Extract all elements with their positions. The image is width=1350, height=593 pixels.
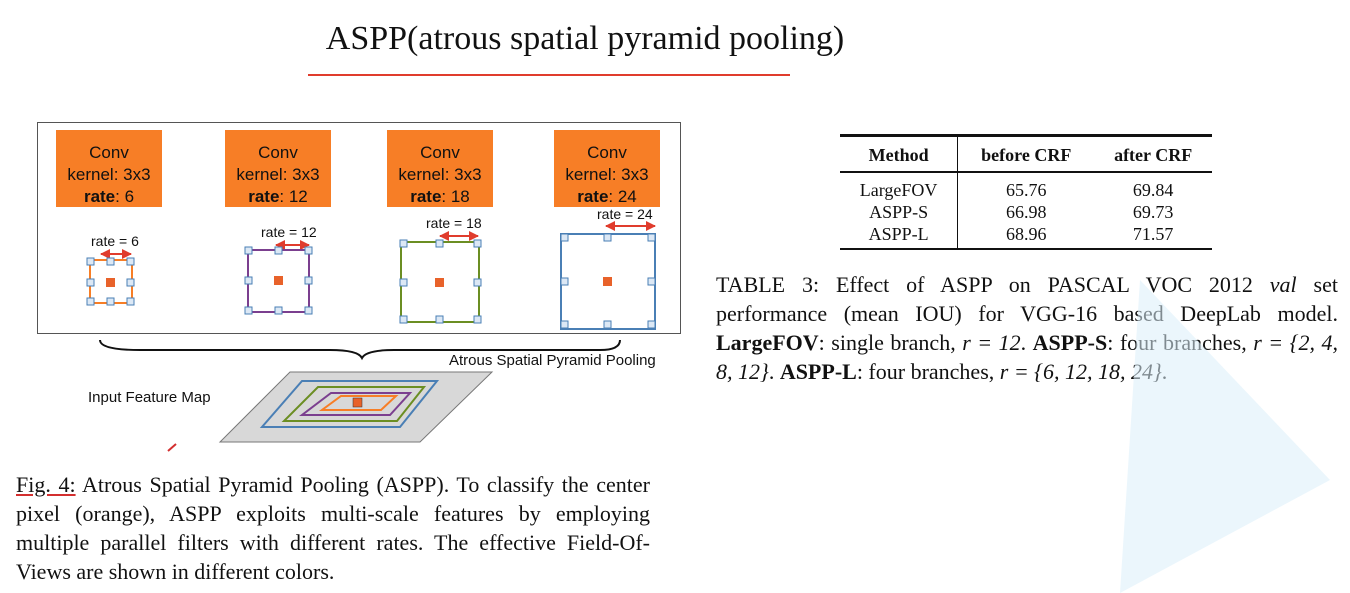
conv-title: Conv [89, 143, 129, 162]
video-logo-icon [1273, 536, 1327, 580]
header-before-crf: before CRF [957, 134, 1095, 173]
conv-block-rate-24: Conv kernel: 3x3 rate: 24 [554, 130, 660, 207]
figure-caption: Fig. 4: Atrous Spatial Pyramid Pooling (… [16, 470, 650, 586]
conv-kernel: kernel: 3x3 [67, 165, 151, 184]
header-method: Method [840, 134, 959, 173]
conv-title: Conv [587, 143, 627, 162]
figure-caption-text: Atrous Spatial Pyramid Pooling (ASPP). T… [16, 472, 650, 584]
watermark-shape [1120, 280, 1330, 593]
conv-rate: rate: 24 [577, 187, 637, 206]
figure-number: Fig. 4: [16, 472, 76, 497]
fov-square-rate-18 [399, 239, 482, 324]
table-row: ASPP-L 68.96 71.57 [840, 223, 1212, 250]
conv-block-rate-18: Conv kernel: 3x3 rate: 18 [387, 130, 493, 207]
table-row: LargeFOV 65.76 69.84 [840, 172, 1212, 201]
results-table: Method before CRF after CRF LargeFOV 65.7… [840, 134, 1212, 250]
fov-square-rate-24 [560, 233, 656, 330]
rate-label-6: rate = 6 [91, 233, 139, 249]
input-feature-map-label: Input Feature Map [88, 389, 211, 406]
conv-rate: rate: 18 [410, 187, 470, 206]
conv-title: Conv [420, 143, 460, 162]
pen-mark-icon [167, 443, 177, 452]
rate-label-24: rate = 24 [597, 206, 653, 222]
title-underline [308, 74, 790, 76]
table-header-row: Method before CRF after CRF [840, 134, 1212, 173]
table-row: ASPP-S 66.98 69.73 [840, 201, 1212, 223]
rate-label-12: rate = 12 [261, 224, 317, 240]
conv-rate: rate: 6 [83, 187, 135, 206]
fov-square-rate-6 [86, 257, 135, 306]
aspp-diagram [86, 221, 656, 452]
conv-title: Conv [258, 143, 298, 162]
fov-square-rate-12 [244, 246, 313, 315]
rate-label-18: rate = 18 [426, 215, 482, 231]
aspp-label: Atrous Spatial Pyramid Pooling [449, 352, 656, 369]
conv-kernel: kernel: 3x3 [398, 165, 482, 184]
conv-kernel: kernel: 3x3 [236, 165, 320, 184]
header-after-crf: after CRF [1094, 134, 1212, 173]
slide-title: ASPP(atrous spatial pyramid pooling) [325, 20, 845, 57]
conv-rate: rate: 12 [248, 187, 308, 206]
conv-block-rate-12: Conv kernel: 3x3 rate: 12 [225, 130, 331, 207]
input-feature-map [218, 371, 494, 443]
conv-kernel: kernel: 3x3 [565, 165, 649, 184]
brace-bracket [99, 339, 621, 361]
conv-block-rate-6: Conv kernel: 3x3 rate: 6 [56, 130, 162, 207]
aspp-figure-frame [37, 122, 681, 334]
